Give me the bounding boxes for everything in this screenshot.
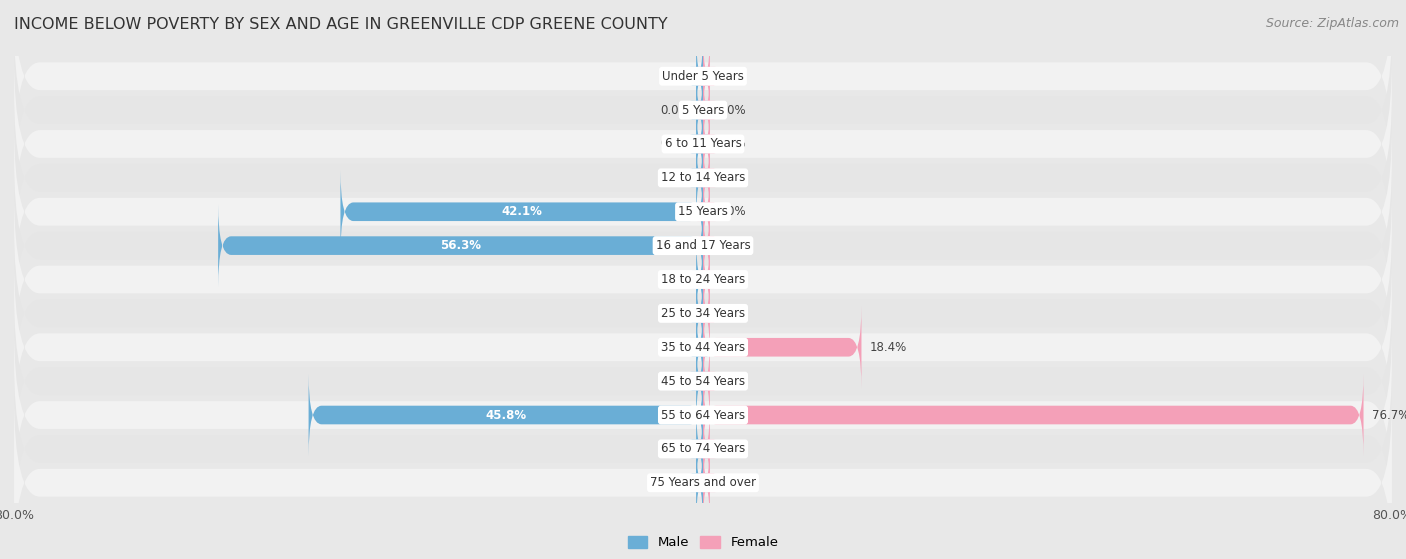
FancyBboxPatch shape (697, 204, 716, 287)
FancyBboxPatch shape (697, 238, 716, 321)
Text: 12 to 14 Years: 12 to 14 Years (661, 172, 745, 184)
Text: 25 to 34 Years: 25 to 34 Years (661, 307, 745, 320)
FancyBboxPatch shape (14, 226, 1392, 401)
Text: 0.0%: 0.0% (716, 307, 745, 320)
FancyBboxPatch shape (697, 272, 716, 355)
FancyBboxPatch shape (14, 22, 1392, 198)
FancyBboxPatch shape (14, 259, 1392, 435)
FancyBboxPatch shape (697, 35, 716, 118)
Text: 42.1%: 42.1% (502, 205, 543, 218)
FancyBboxPatch shape (690, 441, 709, 524)
FancyBboxPatch shape (697, 340, 716, 423)
Text: 0.0%: 0.0% (716, 273, 745, 286)
FancyBboxPatch shape (690, 102, 709, 186)
Text: 0.0%: 0.0% (716, 172, 745, 184)
FancyBboxPatch shape (690, 340, 709, 423)
Text: 0.0%: 0.0% (716, 205, 745, 218)
Text: 0.0%: 0.0% (661, 442, 690, 456)
FancyBboxPatch shape (14, 192, 1392, 367)
FancyBboxPatch shape (14, 90, 1392, 266)
Text: 0.0%: 0.0% (661, 103, 690, 117)
FancyBboxPatch shape (703, 306, 862, 389)
FancyBboxPatch shape (14, 361, 1392, 537)
Text: 0.0%: 0.0% (661, 172, 690, 184)
Text: 56.3%: 56.3% (440, 239, 481, 252)
Text: 45 to 54 Years: 45 to 54 Years (661, 375, 745, 387)
FancyBboxPatch shape (690, 35, 709, 118)
FancyBboxPatch shape (14, 56, 1392, 232)
FancyBboxPatch shape (340, 170, 703, 253)
FancyBboxPatch shape (697, 170, 716, 253)
FancyBboxPatch shape (690, 136, 709, 219)
Text: 0.0%: 0.0% (716, 442, 745, 456)
Text: 5 Years: 5 Years (682, 103, 724, 117)
Text: 6 to 11 Years: 6 to 11 Years (665, 138, 741, 150)
Text: 75 Years and over: 75 Years and over (650, 476, 756, 489)
FancyBboxPatch shape (697, 408, 716, 490)
Text: 16 and 17 Years: 16 and 17 Years (655, 239, 751, 252)
Text: 15 Years: 15 Years (678, 205, 728, 218)
Text: 0.0%: 0.0% (716, 476, 745, 489)
Text: 0.0%: 0.0% (716, 375, 745, 387)
Text: INCOME BELOW POVERTY BY SEX AND AGE IN GREENVILLE CDP GREENE COUNTY: INCOME BELOW POVERTY BY SEX AND AGE IN G… (14, 17, 668, 32)
Text: 0.0%: 0.0% (661, 138, 690, 150)
Text: 0.0%: 0.0% (661, 476, 690, 489)
Text: 76.7%: 76.7% (1372, 409, 1406, 421)
FancyBboxPatch shape (690, 306, 709, 389)
FancyBboxPatch shape (14, 124, 1392, 300)
FancyBboxPatch shape (690, 238, 709, 321)
FancyBboxPatch shape (697, 136, 716, 219)
FancyBboxPatch shape (14, 293, 1392, 469)
FancyBboxPatch shape (14, 327, 1392, 503)
Text: 0.0%: 0.0% (716, 70, 745, 83)
FancyBboxPatch shape (308, 373, 703, 457)
FancyBboxPatch shape (697, 102, 716, 186)
Text: Source: ZipAtlas.com: Source: ZipAtlas.com (1265, 17, 1399, 30)
Text: 0.0%: 0.0% (661, 375, 690, 387)
FancyBboxPatch shape (690, 408, 709, 490)
Legend: Male, Female: Male, Female (623, 530, 783, 555)
Text: 0.0%: 0.0% (661, 70, 690, 83)
FancyBboxPatch shape (697, 69, 716, 151)
Text: 0.0%: 0.0% (661, 341, 690, 354)
FancyBboxPatch shape (690, 272, 709, 355)
Text: 0.0%: 0.0% (716, 138, 745, 150)
FancyBboxPatch shape (697, 441, 716, 524)
Text: 18.4%: 18.4% (870, 341, 907, 354)
Text: 0.0%: 0.0% (661, 307, 690, 320)
Text: 35 to 44 Years: 35 to 44 Years (661, 341, 745, 354)
FancyBboxPatch shape (703, 373, 1364, 457)
FancyBboxPatch shape (14, 395, 1392, 559)
Text: 0.0%: 0.0% (716, 103, 745, 117)
Text: 0.0%: 0.0% (716, 239, 745, 252)
Text: 18 to 24 Years: 18 to 24 Years (661, 273, 745, 286)
Text: 45.8%: 45.8% (485, 409, 526, 421)
Text: 0.0%: 0.0% (661, 273, 690, 286)
FancyBboxPatch shape (14, 158, 1392, 333)
Text: 65 to 74 Years: 65 to 74 Years (661, 442, 745, 456)
FancyBboxPatch shape (690, 69, 709, 151)
Text: 55 to 64 Years: 55 to 64 Years (661, 409, 745, 421)
Text: Under 5 Years: Under 5 Years (662, 70, 744, 83)
FancyBboxPatch shape (218, 204, 703, 287)
FancyBboxPatch shape (14, 0, 1392, 164)
